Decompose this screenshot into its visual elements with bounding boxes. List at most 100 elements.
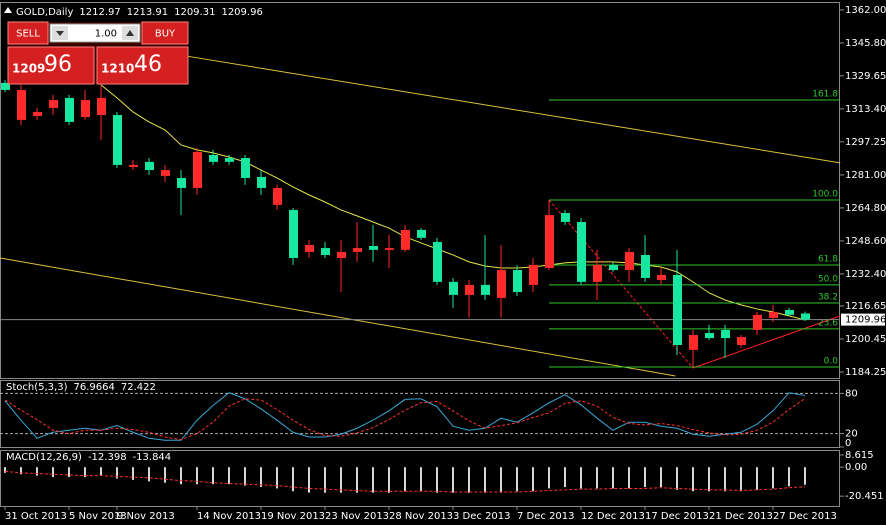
x-tick-label: 14 Nov 2013	[197, 511, 261, 522]
candle-body	[801, 313, 810, 320]
candle-body	[113, 115, 122, 165]
histogram-bar	[132, 467, 134, 480]
y-tick-label: 1248.60	[845, 236, 886, 247]
histogram-bar	[676, 467, 678, 490]
panel-title: GOLD,Daily 1212.97 1213.91 1209.31 1209.96	[16, 7, 263, 18]
histogram-bar	[20, 467, 22, 475]
histogram-bar	[756, 467, 758, 490]
candle-body	[577, 221, 586, 282]
candle-body	[609, 264, 618, 271]
x-tick-label: 23 Nov 2013	[325, 511, 389, 522]
candle-body	[129, 164, 138, 167]
histogram-bar	[148, 467, 150, 482]
y-tick-label: 0	[845, 438, 851, 449]
candle-body	[385, 248, 394, 250]
histogram-bar	[564, 467, 566, 488]
candle-body	[289, 209, 298, 259]
candle-body	[497, 270, 506, 298]
histogram-bar	[692, 467, 694, 492]
candle-body	[65, 97, 74, 122]
candle-body	[305, 244, 314, 252]
fib-label: 0.0	[824, 357, 839, 367]
histogram-bar	[420, 467, 422, 492]
trendline	[548, 199, 694, 369]
candle-body	[561, 213, 570, 222]
candle-body	[241, 158, 250, 178]
candle-body	[481, 284, 490, 295]
sell-button[interactable]	[7, 21, 49, 45]
x-tick-label: 17 Dec 2013	[645, 511, 709, 522]
y-tick-label: 1232.40	[845, 269, 886, 280]
trendline	[0, 257, 676, 377]
buy-price-box[interactable]	[96, 46, 189, 85]
y-tick-label: 1200.45	[845, 334, 886, 345]
fib-label: 161.8	[812, 89, 838, 99]
y-tick-label: 1345.80	[845, 38, 886, 49]
sell-price-box[interactable]	[7, 46, 95, 85]
moving-average	[100, 84, 806, 321]
indicator-line	[4, 392, 806, 441]
last-value: 1212.97	[79, 7, 120, 18]
histogram-bar	[116, 467, 118, 479]
trade-panel: SELL 1.00 BUY 1209 96 1210 46	[7, 21, 189, 85]
histogram-bar	[532, 467, 534, 492]
last-value: -13.844	[133, 452, 172, 463]
histogram-bar	[260, 467, 262, 488]
panel-title: MACD(12,26,9) -12.398 -13.844	[6, 452, 171, 463]
candle-body	[417, 229, 426, 238]
indicator-line	[4, 470, 806, 493]
x-tick-label: 28 Nov 2013	[389, 511, 453, 522]
last-value: 72.422	[121, 382, 156, 393]
candle-body	[657, 274, 666, 281]
y-tick-label: 1184.25	[845, 367, 886, 378]
y-tick-label: 1281.00	[845, 170, 886, 181]
lot-field[interactable]	[49, 23, 141, 43]
histogram-bar	[596, 467, 598, 489]
candle-body	[369, 246, 378, 250]
candle-body	[353, 248, 362, 252]
histogram-bar	[772, 467, 774, 489]
candle-body	[529, 264, 538, 285]
x-tick-label: 12 Dec 2013	[581, 511, 645, 522]
candle-body	[145, 161, 154, 171]
histogram-bar	[644, 467, 646, 488]
candle-body	[449, 281, 458, 295]
candle-body	[225, 158, 234, 162]
current-price-label: 1209.96	[845, 315, 886, 326]
y-tick-label: 8.615	[845, 450, 874, 461]
last-value: 1213.91	[127, 7, 168, 18]
histogram-bar	[292, 467, 294, 492]
fib-label: 38.2	[818, 293, 838, 303]
macd-frame	[0, 450, 840, 507]
trendline	[179, 54, 841, 164]
histogram-bar	[452, 467, 454, 493]
indicator-line	[4, 398, 806, 441]
current-price-box	[841, 313, 885, 326]
histogram-bar	[660, 467, 662, 488]
x-tick-label: 5 Nov 2013	[69, 511, 127, 522]
last-value: 76.9664	[73, 382, 114, 393]
candle-body	[161, 170, 170, 176]
histogram-bar	[468, 467, 470, 493]
candle-body	[273, 187, 282, 205]
histogram-bar	[324, 467, 326, 493]
fib-label: 23.6	[818, 318, 838, 328]
x-tick-label: 27 Dec 2013	[773, 511, 837, 522]
last-value: 1209.96	[221, 7, 262, 18]
histogram-bar	[388, 467, 390, 493]
histogram-bar	[84, 467, 86, 478]
candle-body	[625, 251, 634, 271]
candle-body	[1, 82, 10, 90]
plot: 1362.00 1345.80 1329.65 1313.40 1297.25 1281.…	[0, 5, 886, 522]
candle-body	[193, 151, 202, 188]
candle-body	[257, 176, 266, 188]
buy-button[interactable]	[141, 21, 189, 45]
histogram-bar	[708, 467, 710, 492]
title: Stoch(5,3,3)	[6, 382, 68, 393]
candle-body	[545, 215, 554, 269]
histogram-bar	[228, 467, 230, 485]
y-tick-label: 1313.40	[845, 104, 886, 115]
last-value: 1209.31	[174, 7, 215, 18]
candle-body	[209, 154, 218, 162]
